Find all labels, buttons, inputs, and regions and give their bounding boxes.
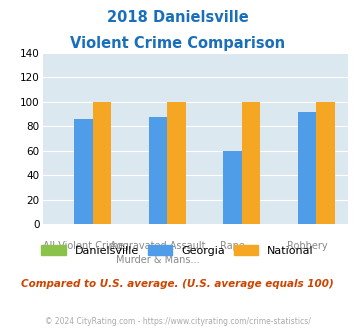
Bar — [316, 102, 335, 224]
Bar — [167, 102, 186, 224]
Bar — [242, 102, 261, 224]
Text: Murder & Mans...: Murder & Mans... — [116, 255, 200, 265]
Text: All Violent Crime: All Violent Crime — [43, 241, 124, 251]
Bar — [93, 102, 111, 224]
Bar — [74, 119, 93, 224]
Legend: Danielsville, Georgia, National: Danielsville, Georgia, National — [37, 241, 318, 260]
Text: Aggravated Assault: Aggravated Assault — [110, 241, 206, 251]
Bar — [297, 112, 316, 224]
Text: Violent Crime Comparison: Violent Crime Comparison — [70, 36, 285, 51]
Text: Compared to U.S. average. (U.S. average equals 100): Compared to U.S. average. (U.S. average … — [21, 279, 334, 289]
Text: © 2024 CityRating.com - https://www.cityrating.com/crime-statistics/: © 2024 CityRating.com - https://www.city… — [45, 317, 310, 326]
Text: Rape: Rape — [220, 241, 245, 251]
Bar — [223, 151, 242, 224]
Bar — [149, 116, 167, 224]
Text: 2018 Danielsville: 2018 Danielsville — [106, 10, 248, 25]
Text: Robbery: Robbery — [286, 241, 327, 251]
